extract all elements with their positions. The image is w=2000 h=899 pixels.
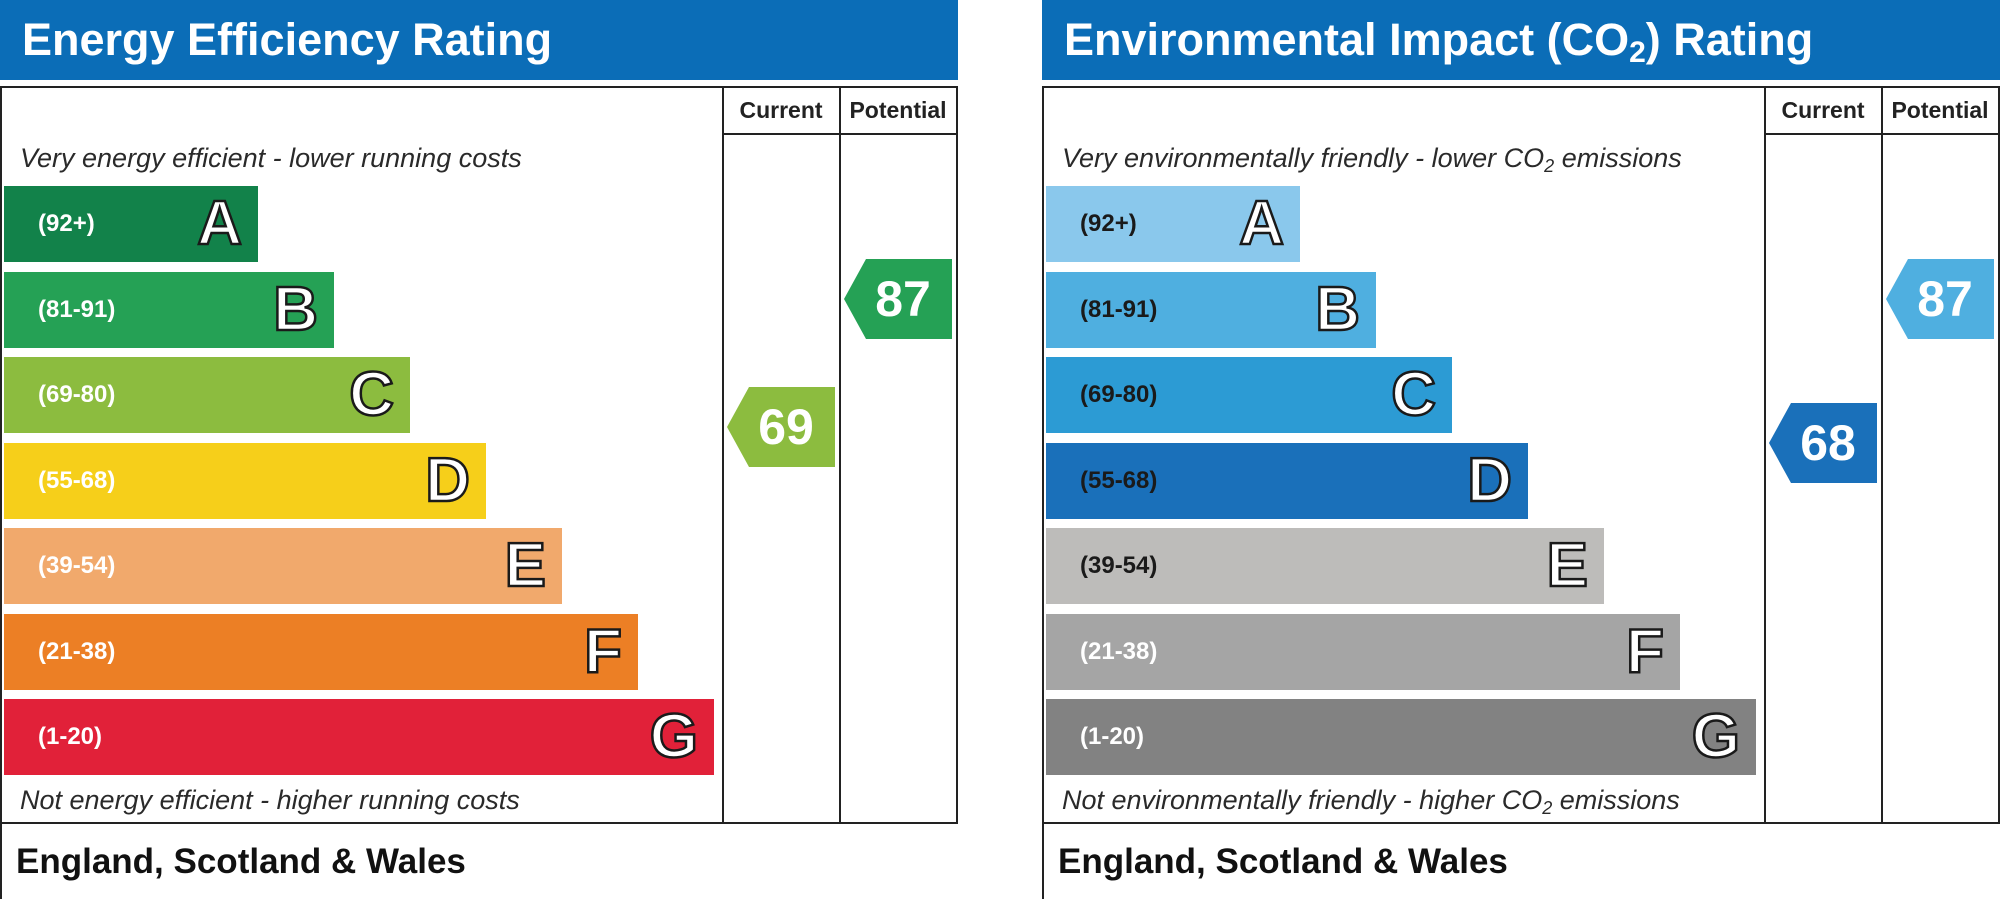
band-g: (1-20) G bbox=[1046, 699, 1756, 775]
divider bbox=[1764, 86, 1766, 824]
band-range-label: (69-80) bbox=[1080, 381, 1158, 408]
footer: England, Scotland & Wales bbox=[1042, 824, 1724, 899]
footer: England, Scotland & Wales bbox=[0, 824, 682, 899]
rating-arrow-fill bbox=[844, 259, 952, 340]
rating-value: 68 bbox=[1800, 414, 1856, 471]
band-letter: A bbox=[1238, 188, 1285, 260]
energy-efficiency-chart: Energy Efficiency Rating Current Potenti… bbox=[0, 0, 958, 899]
bottom-caption: Not environmentally friendly - higher CO… bbox=[1062, 785, 1680, 818]
band-letter: C bbox=[348, 359, 395, 431]
band-letter: B bbox=[1314, 273, 1361, 345]
band-range-label: (39-54) bbox=[38, 552, 116, 579]
band-range-label: (55-68) bbox=[38, 466, 116, 494]
caption-subscript: 2 bbox=[1544, 156, 1555, 176]
rating-arrow-shape bbox=[1769, 402, 1877, 483]
band-f: (21-38) F bbox=[4, 613, 638, 690]
current-column-header: Current bbox=[739, 97, 823, 123]
band-range-label: (81-91) bbox=[38, 295, 116, 323]
rating-value: 69 bbox=[758, 398, 814, 455]
band-letter: E bbox=[1545, 530, 1589, 602]
band-range-label: (69-80) bbox=[38, 381, 116, 408]
band-range-label: (92+) bbox=[1080, 210, 1137, 237]
band-range-label: (81-91) bbox=[1080, 295, 1158, 323]
band-letter: G bbox=[649, 701, 700, 773]
divider bbox=[1764, 133, 2000, 135]
title-subscript: 2 bbox=[1629, 36, 1646, 69]
band-b: (81-91) B bbox=[1046, 271, 1376, 348]
rating-arrow-shape bbox=[727, 386, 835, 467]
title-part: ) Rating bbox=[1645, 14, 1814, 65]
potential-column-header: Potential bbox=[849, 97, 947, 123]
divider bbox=[1881, 86, 1883, 824]
current-column-header: Current bbox=[1781, 97, 1865, 123]
caption-subscript: 2 bbox=[1542, 798, 1553, 818]
divider bbox=[722, 133, 958, 135]
top-caption: Very environmentally friendly - lower CO… bbox=[1062, 143, 1682, 176]
band-range-label: (21-38) bbox=[38, 637, 116, 665]
rating-arrow-shape bbox=[1886, 259, 1994, 340]
band-e: (39-54) E bbox=[4, 528, 562, 604]
band-letter: E bbox=[503, 530, 547, 602]
environmental-impact-chart: Environmental Impact (CO2) Rating Curren… bbox=[1042, 0, 2000, 899]
band-e: (39-54) E bbox=[1046, 528, 1604, 604]
band-a: (92+) A bbox=[1046, 186, 1300, 262]
band-letter: D bbox=[1466, 444, 1513, 516]
divider bbox=[839, 86, 841, 824]
footer-text: England, Scotland & Wales bbox=[16, 842, 466, 881]
title-part: Environmental Impact (CO bbox=[1064, 14, 1630, 65]
band-range-label: (92+) bbox=[38, 210, 95, 237]
current-rating-arrow: 69 bbox=[727, 386, 835, 467]
band-letter: C bbox=[1390, 359, 1437, 431]
rating-value: 87 bbox=[875, 271, 931, 328]
potential-rating-arrow: 87 bbox=[1886, 259, 1994, 340]
caption-part: emissions bbox=[1554, 143, 1682, 173]
rating-value: 87 bbox=[1917, 271, 1973, 328]
band-letter: F bbox=[1625, 615, 1665, 687]
current-rating-arrow: 68 bbox=[1769, 402, 1877, 483]
band-letter: F bbox=[583, 615, 623, 687]
rating-arrow-shape bbox=[844, 259, 952, 340]
band-b: (81-91) B bbox=[4, 271, 334, 348]
band-d: (55-68) D bbox=[1046, 442, 1528, 519]
band-range-label: (39-54) bbox=[1080, 552, 1158, 579]
band-letter: G bbox=[1691, 701, 1742, 773]
rating-arrow-fill bbox=[1769, 402, 1877, 483]
top-caption: Very energy efficient - lower running co… bbox=[20, 143, 522, 173]
potential-column-header: Potential bbox=[1891, 97, 1989, 123]
rating-arrow-fill bbox=[1886, 259, 1994, 340]
caption-part: Not environmentally friendly - higher CO bbox=[1062, 785, 1543, 815]
chart-title: Energy Efficiency Rating bbox=[0, 0, 958, 80]
band-range-label: (1-20) bbox=[1080, 723, 1145, 750]
band-range-label: (1-20) bbox=[38, 723, 103, 750]
caption-part: emissions bbox=[1552, 785, 1680, 815]
band-d: (55-68) D bbox=[4, 442, 486, 519]
chart-frame bbox=[1042, 86, 2000, 824]
band-a: (92+) A bbox=[4, 186, 258, 262]
chart-title: Environmental Impact (CO2) Rating bbox=[1042, 0, 2000, 80]
chart-frame bbox=[0, 86, 958, 824]
band-range-label: (21-38) bbox=[1080, 637, 1158, 665]
band-g: (1-20) G bbox=[4, 699, 714, 775]
divider bbox=[722, 86, 724, 824]
band-c: (69-80) C bbox=[4, 357, 410, 433]
bottom-caption: Not energy efficient - higher running co… bbox=[20, 785, 520, 815]
footer-text: England, Scotland & Wales bbox=[1058, 842, 1508, 881]
band-f: (21-38) F bbox=[1046, 613, 1680, 690]
band-letter: A bbox=[196, 188, 243, 260]
band-c: (69-80) C bbox=[1046, 357, 1452, 433]
band-letter: D bbox=[424, 444, 471, 516]
caption-part: Very environmentally friendly - lower CO bbox=[1062, 143, 1545, 173]
band-range-label: (55-68) bbox=[1080, 466, 1158, 494]
rating-arrow-fill bbox=[727, 386, 835, 467]
band-letter: B bbox=[272, 273, 319, 345]
potential-rating-arrow: 87 bbox=[844, 259, 952, 340]
